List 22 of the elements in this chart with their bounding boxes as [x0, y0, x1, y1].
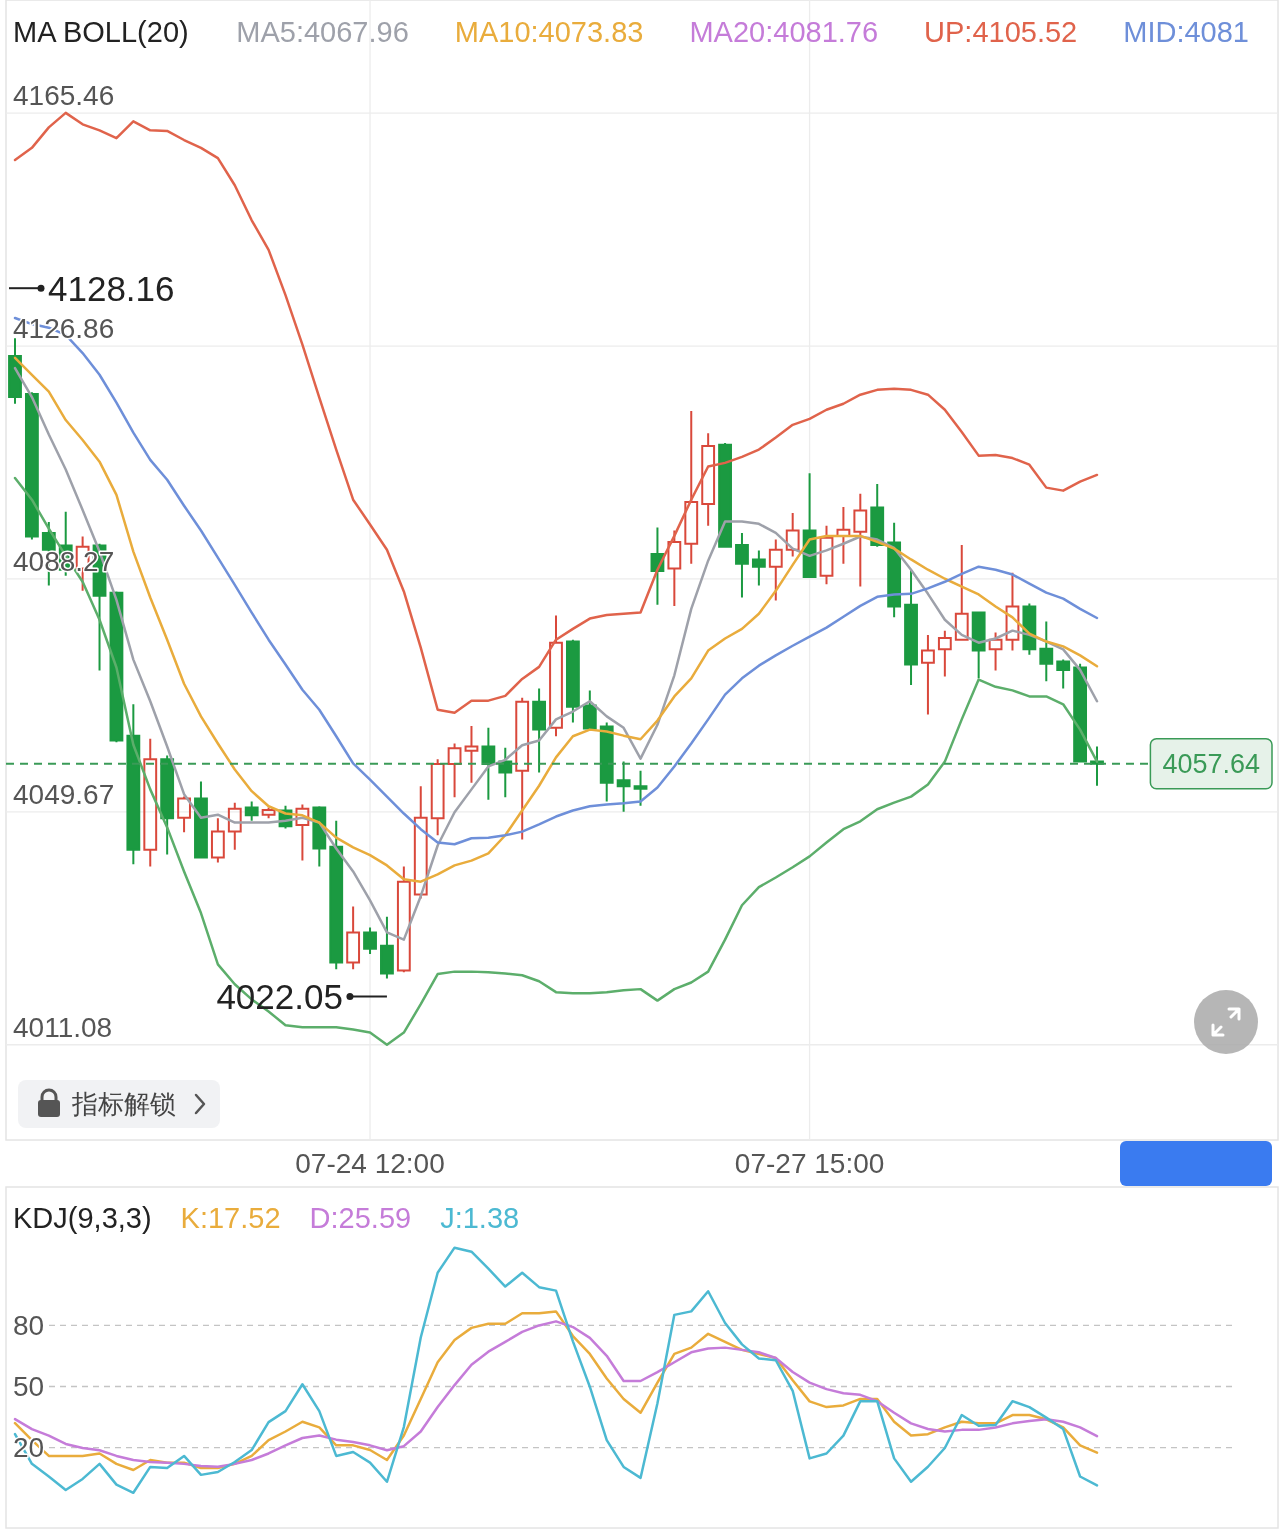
text: K:17.52: [180, 1202, 281, 1234]
y-tick-label: 50: [13, 1371, 45, 1403]
y-tick-label: 80: [13, 1309, 45, 1341]
text: UP:4105.52: [924, 16, 1078, 48]
legend-label: MA20:4081.76: [689, 16, 879, 48]
text: MID:4081: [1123, 16, 1249, 48]
text: MA5:4067.96: [236, 16, 409, 48]
text: KDJ(9,3,3): [13, 1202, 152, 1234]
text: MA10:4073.83: [454, 16, 644, 48]
annotation: 指标解锁: [71, 1089, 176, 1119]
series-label: J:1.38: [440, 1202, 520, 1234]
x-tick-label: 07-24 12:00: [295, 1147, 445, 1179]
y-tick-label: 4011.08: [13, 1011, 113, 1043]
x-tick-label: 07-27 15:00: [734, 1147, 885, 1179]
pill-button: 指标解锁: [18, 1080, 220, 1128]
ref-line-label: 4057.64: [1162, 748, 1261, 779]
y-tick-label: 4165.46: [13, 80, 115, 112]
text: D:25.59: [309, 1202, 412, 1234]
text: MA BOLL(20): [13, 16, 189, 48]
line-series: [13, 1246, 1099, 1495]
annotation: 4128.16: [48, 268, 175, 308]
y-tick-label: 4049.67: [13, 778, 115, 810]
